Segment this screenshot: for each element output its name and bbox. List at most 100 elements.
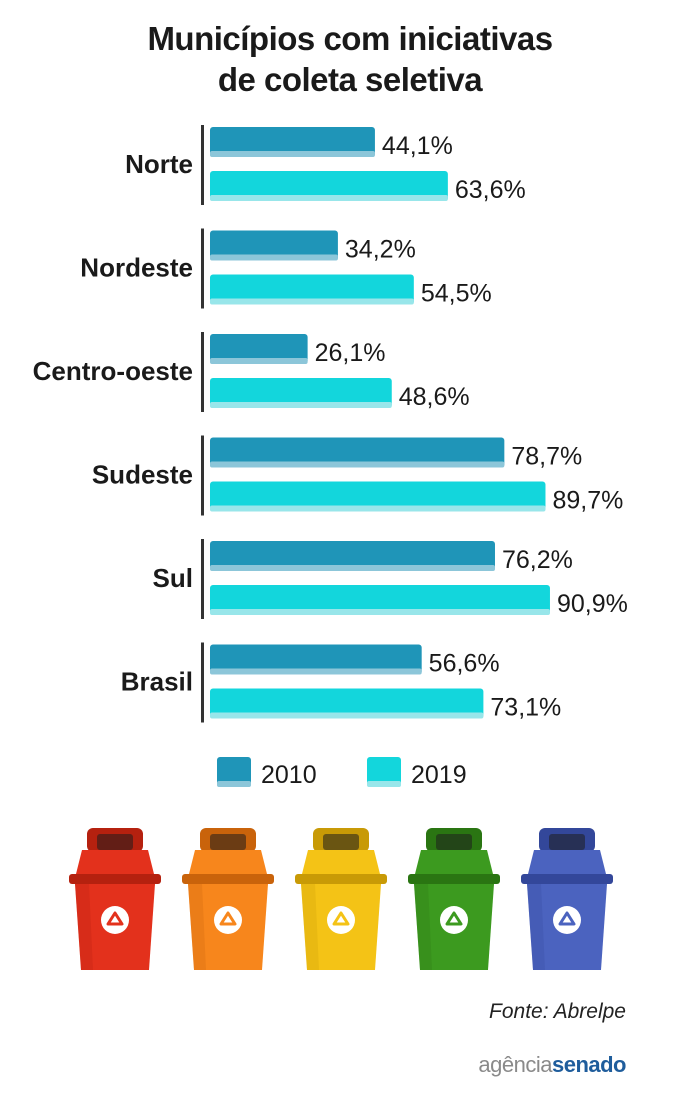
recycle-icon-disc: [440, 906, 468, 934]
category-label: Sudeste: [92, 460, 193, 490]
bar-chart: Norte 44,1%63,6% Nordeste 34,2%54,5% Centro-…: [33, 125, 628, 789]
bar-shade-2019-4: [210, 609, 550, 615]
axis-line-2: [201, 332, 204, 412]
bar-shade-2010-5: [210, 668, 422, 675]
recycle-icon: [440, 906, 468, 934]
bin-rim: [69, 874, 161, 884]
chart-title: Municípios com iniciativas de coleta sel…: [0, 18, 700, 100]
bar-shade-2019-3: [210, 505, 546, 512]
recycle-icon-disc: [553, 906, 581, 934]
bar-2019-4: [210, 585, 550, 615]
recycle-icon-arrows: [332, 911, 350, 926]
bin-rim: [408, 874, 500, 884]
category-label: Centro-oeste: [33, 356, 193, 386]
category-label: Norte: [125, 149, 193, 179]
bar-shade-2019-1: [210, 298, 414, 305]
bar-shade-2019-5: [210, 712, 484, 719]
bar-2010-2: [210, 334, 308, 364]
category-label: Nordeste: [80, 253, 193, 283]
legend-swatch-2019: [367, 757, 401, 787]
value-label: 26,1%: [315, 339, 386, 367]
recycle-icon-disc: [327, 906, 355, 934]
logo-part-senado: senado: [551, 1052, 627, 1077]
recycle-icon: [327, 906, 355, 934]
bin-handle-hole: [549, 834, 585, 850]
recycle-icon-arrows: [106, 911, 124, 926]
axis-line-5: [201, 642, 204, 723]
bin-body-shadow: [301, 884, 319, 970]
category-label: Sul: [153, 563, 193, 593]
bin-handle-hole: [210, 834, 246, 850]
bar-2010-3: [210, 437, 505, 468]
value-label: 89,7%: [552, 487, 623, 515]
logo-part-agencia: agência: [478, 1052, 552, 1077]
value-label: 90,9%: [557, 590, 628, 618]
bin-body-shadow: [75, 884, 93, 970]
bin-rim: [295, 874, 387, 884]
bar-shade-2010-3: [210, 461, 505, 468]
bar-shade-2010-2: [210, 358, 308, 364]
bin-body-shadow: [188, 884, 206, 970]
bar-2019-0: [210, 171, 448, 201]
value-label: 34,2%: [345, 236, 416, 264]
recycle-icon: [214, 906, 242, 934]
bin-lid: [527, 850, 607, 878]
bar-2010-4: [210, 541, 495, 571]
red-bin: [69, 828, 161, 970]
bin-handle-hole: [97, 834, 133, 850]
bin-body-shadow: [527, 884, 545, 970]
bar-2019-5: [210, 688, 484, 719]
recycle-icon-arrows: [558, 911, 576, 926]
bar-shade-2010-4: [210, 565, 495, 571]
agencia-senado-logo: agênciasenado: [478, 1052, 626, 1078]
chart-title-line-2: de coleta seletiva: [217, 61, 483, 98]
legend-label: 2019: [411, 761, 467, 789]
axis-line-0: [201, 125, 204, 205]
value-label: 78,7%: [511, 443, 582, 471]
bar-2010-0: [210, 127, 375, 157]
value-label: 56,6%: [429, 650, 500, 678]
bin-lid: [188, 850, 268, 878]
axis-line-4: [201, 539, 204, 619]
blue-bin: [521, 828, 613, 970]
source-note: Fonte: Abrelpe: [489, 1000, 626, 1023]
recycling-bins: [69, 828, 613, 970]
category-label: Brasil: [121, 667, 193, 697]
bar-2019-1: [210, 274, 414, 305]
value-label: 48,6%: [399, 383, 470, 411]
axis-line-3: [201, 435, 204, 516]
recycle-icon-arrows: [445, 911, 463, 926]
legend-swatch-2010: [217, 757, 251, 787]
bin-rim: [182, 874, 274, 884]
recycle-icon-disc: [101, 906, 129, 934]
yellow-bin: [295, 828, 387, 970]
value-label: 73,1%: [490, 694, 561, 722]
recycle-icon: [101, 906, 129, 934]
bin-lid: [301, 850, 381, 878]
bar-2010-1: [210, 230, 338, 261]
green-bin: [408, 828, 500, 970]
value-label: 44,1%: [382, 132, 453, 160]
bar-2010-5: [210, 644, 422, 675]
value-label: 54,5%: [421, 280, 492, 308]
bin-handle-hole: [323, 834, 359, 850]
recycle-icon-arrows: [219, 911, 237, 926]
bin-handle-hole: [436, 834, 472, 850]
bar-2019-2: [210, 378, 392, 408]
bin-rim: [521, 874, 613, 884]
bar-shade-2010-1: [210, 254, 338, 261]
bar-shade-2019-2: [210, 402, 392, 408]
bin-lid: [414, 850, 494, 878]
value-label: 63,6%: [455, 176, 526, 204]
axis-line-1: [201, 228, 204, 309]
legend-swatch-shade-2010: [217, 781, 251, 787]
bin-lid: [75, 850, 155, 878]
bar-2019-3: [210, 481, 546, 512]
recycle-icon: [553, 906, 581, 934]
legend-swatch-shade-2019: [367, 781, 401, 787]
value-label: 76,2%: [502, 546, 573, 574]
legend-label: 2010: [261, 761, 317, 789]
bar-shade-2010-0: [210, 151, 375, 157]
bar-shade-2019-0: [210, 195, 448, 201]
orange-bin: [182, 828, 274, 970]
